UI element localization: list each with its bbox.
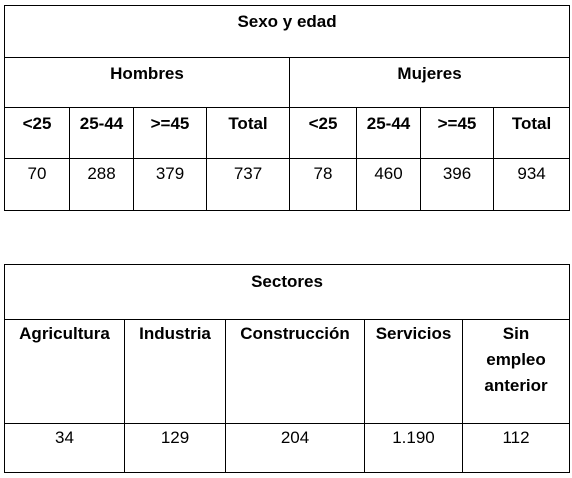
header-servicios: Servicios: [364, 319, 463, 424]
group-hombres: Hombres: [4, 57, 290, 108]
header-mujeres-25-44: 25-44: [356, 107, 421, 159]
header-mujeres-mayor-45: >=45: [420, 107, 494, 159]
value-sin-empleo-anterior: 112: [461, 423, 571, 473]
sexo-edad-table: Sexo y edad Hombres Mujeres <25 25-44 >=…: [3, 5, 571, 211]
sectores-table: Sectores Agricultura Industria Construcc…: [3, 264, 571, 473]
header-mujeres-total: Total: [492, 107, 571, 159]
header-sin-empleo-anterior: Sin empleo anterior: [461, 319, 571, 424]
value-mujeres-menor-25: 78: [289, 158, 357, 211]
value-construccion: 204: [225, 423, 365, 473]
value-mujeres-mayor-45: 396: [420, 158, 494, 211]
value-mujeres-total: 934: [492, 158, 571, 211]
header-hombres-total: Total: [206, 107, 290, 159]
sectores-title: Sectores: [3, 264, 571, 320]
header-agricultura: Agricultura: [4, 319, 125, 424]
value-mujeres-25-44: 460: [356, 158, 421, 211]
header-industria: Industria: [124, 319, 226, 424]
sexo-edad-title: Sexo y edad: [3, 5, 571, 58]
value-hombres-menor-25: 70: [4, 158, 70, 211]
value-industria: 129: [124, 423, 226, 473]
value-servicios: 1.190: [364, 423, 463, 473]
value-agricultura: 34: [4, 423, 125, 473]
header-hombres-menor-25: <25: [4, 107, 70, 159]
header-hombres-25-44: 25-44: [69, 107, 134, 159]
header-construccion: Construcción: [225, 319, 365, 424]
value-hombres-25-44: 288: [69, 158, 134, 211]
value-hombres-mayor-45: 379: [133, 158, 207, 211]
group-mujeres: Mujeres: [288, 57, 571, 108]
value-hombres-total: 737: [206, 158, 290, 211]
header-mujeres-menor-25: <25: [289, 107, 357, 159]
header-hombres-mayor-45: >=45: [133, 107, 207, 159]
